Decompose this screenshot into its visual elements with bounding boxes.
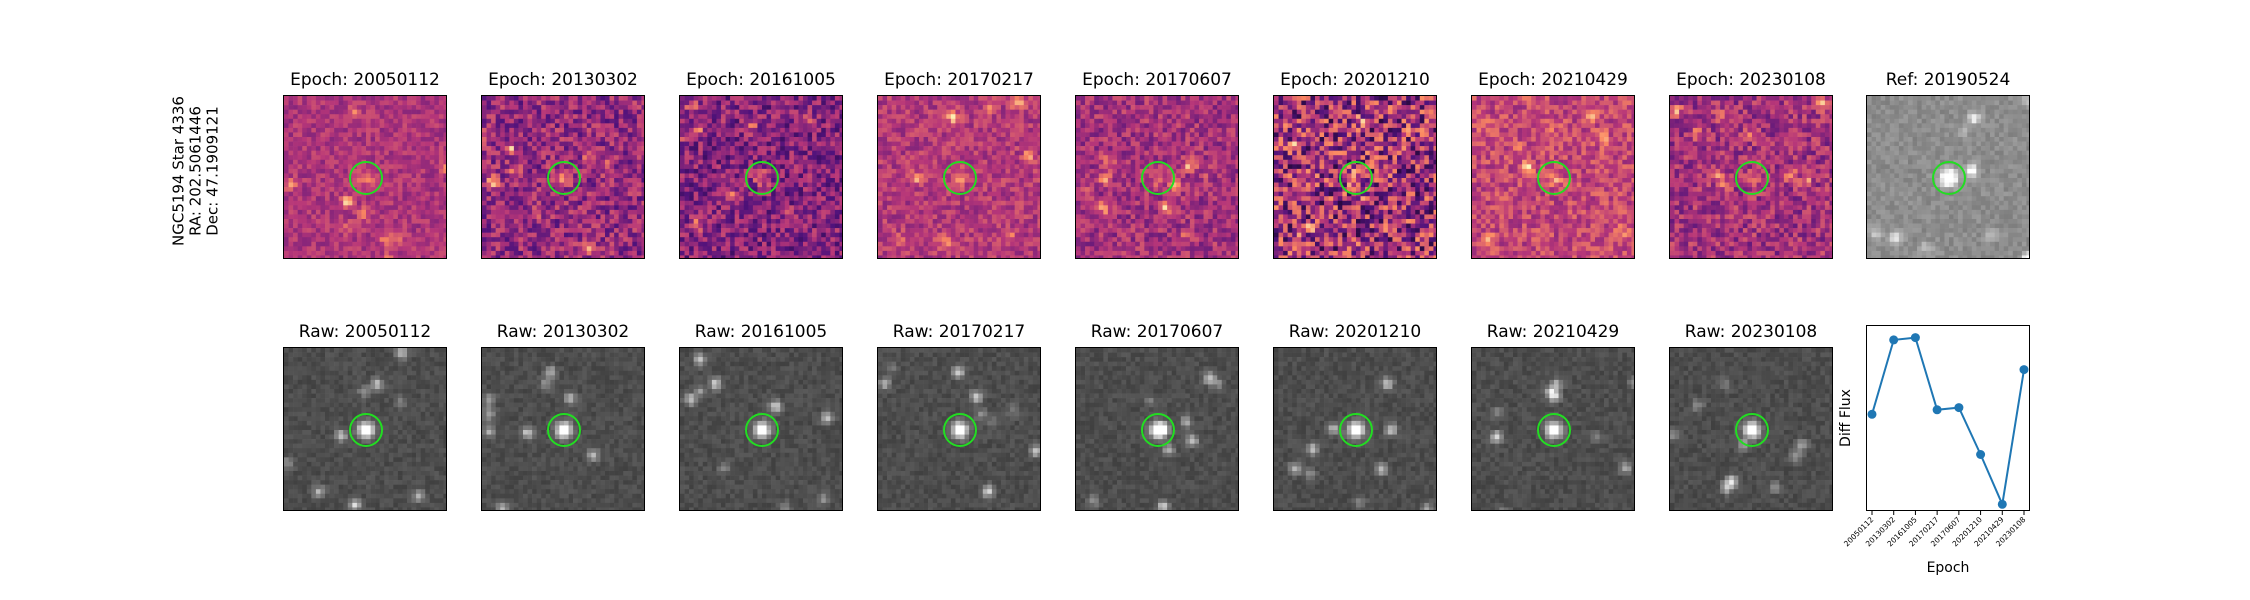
raw-panel-3-title: Raw: 20161005 [661,322,861,342]
raw-panel-2-target-circle [547,413,581,447]
raw-panel-1-title: Raw: 20050112 [265,322,465,342]
diff-panel-5-image [1075,95,1239,259]
diff-panel-4-title: Epoch: 20170217 [859,70,1059,90]
object-dec: Dec: 47.1909121 [204,96,222,246]
diff-panel-3-image [679,95,843,259]
diff-panel-9-title: Ref: 20190524 [1848,70,2048,90]
raw-panel-6-title: Raw: 20201210 [1255,322,1455,342]
diff-panel-9-target-circle [1932,161,1966,195]
raw-panel-3-image [679,347,843,511]
diff-panel-8-target-circle [1735,161,1769,195]
diff-panel-8-image [1669,95,1833,259]
light-curve-point [2019,365,2029,375]
light-curve-point [1889,335,1899,345]
light-curve-point [1997,499,2007,509]
raw-panel-2-title: Raw: 20130302 [463,322,663,342]
raw-panel-7-image [1471,347,1635,511]
raw-panel-8-image [1669,347,1833,511]
raw-panel-6-target-circle [1339,413,1373,447]
raw-panel-4-title: Raw: 20170217 [859,322,1059,342]
x-axis-label: Epoch [1927,560,1970,576]
diff-panel-9-image [1866,95,2030,259]
diff-panel-7-target-circle [1537,161,1571,195]
diff-panel-4-target-circle [943,161,977,195]
light-curve-point [1910,333,1920,343]
diff-panel-1-target-circle [349,161,383,195]
diff-panel-2-title: Epoch: 20130302 [463,70,663,90]
raw-panel-1-target-circle [349,413,383,447]
diff-panel-8-title: Epoch: 20230108 [1651,70,1851,90]
diff-panel-7-image [1471,95,1635,259]
diff-panel-6-target-circle [1339,161,1373,195]
light-curve-point [1867,409,1877,419]
light-curve-point [1954,403,1964,413]
diff-panel-5-title: Epoch: 20170607 [1057,70,1257,90]
light-curve-chart: 2005011220130302201610052017021720170607… [1838,333,2029,576]
diff-panel-3-title: Epoch: 20161005 [661,70,861,90]
raw-panel-4-image [877,347,1041,511]
raw-panel-7-target-circle [1537,413,1571,447]
diff-panel-7-title: Epoch: 20210429 [1453,70,1653,90]
raw-panel-4-target-circle [943,413,977,447]
diff-panel-5-target-circle [1141,161,1175,195]
diff-panel-2-target-circle [547,161,581,195]
diff-panel-6-image [1273,95,1437,259]
diff-panel-3-target-circle [745,161,779,195]
raw-panel-3-target-circle [745,413,779,447]
diff-panel-2-image [481,95,645,259]
light-curve-point [1976,450,1986,459]
raw-panel-8-target-circle [1735,413,1769,447]
raw-panel-5-title: Raw: 20170607 [1057,322,1257,342]
light-curve-axes [1866,325,2030,511]
object-name: NGC5194 Star 4336 [170,96,188,246]
diff-panel-1-image [283,95,447,259]
object-ra: RA: 202.5061446 [187,96,205,246]
light-curve-line [1871,336,2025,508]
raw-panel-6-image [1273,347,1437,511]
raw-panel-1-image [283,347,447,511]
diff-panel-1-title: Epoch: 20050112 [265,70,465,90]
light-curve-point [1932,405,1942,415]
y-axis-label: Diff Flux [1838,389,1854,447]
raw-panel-5-target-circle [1141,413,1175,447]
diff-panel-6-title: Epoch: 20201210 [1255,70,1455,90]
diff-panel-4-image [877,95,1041,259]
raw-panel-2-image [481,347,645,511]
raw-panel-7-title: Raw: 20210429 [1453,322,1653,342]
raw-panel-5-image [1075,347,1239,511]
raw-panel-8-title: Raw: 20230108 [1651,322,1851,342]
